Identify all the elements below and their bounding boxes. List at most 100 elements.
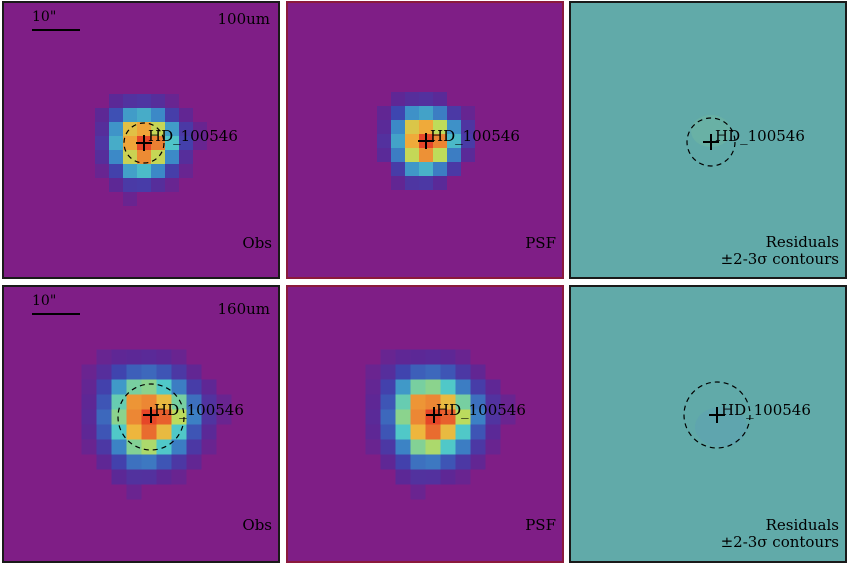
heatmap-pixel [126,379,142,395]
heatmap-pixel [447,162,461,176]
heatmap-pixel [433,106,447,120]
heatmap-pixel [179,164,193,178]
heatmap-pixel [380,424,396,440]
heatmap-pixel [126,409,142,425]
heatmap-pixel [440,394,456,410]
heatmap-pixel [81,364,97,380]
heatmap-pixel [201,424,217,440]
heatmap-pixel [419,162,433,176]
heatmap-pixel [201,394,217,410]
heatmap-pixel [455,394,471,410]
heatmap-pixel [111,394,127,410]
heatmap-pixel [470,364,486,380]
heatmap-pixel [380,364,396,380]
residual-160um-panel: HD_100546 Residuals ±2-3σ contours [569,285,847,563]
heatmap-pixel [126,364,142,380]
aperture-circle [686,117,736,167]
heatmap-pixel [380,394,396,410]
scale-bar [32,313,80,315]
heatmap-pixel [171,469,187,485]
heatmap-pixel [395,454,411,470]
heatmap-pixel [410,439,426,455]
heatmap-pixel [455,454,471,470]
heatmap-pixel [365,394,381,410]
heatmap-pixel [395,349,411,365]
band-label: 100um [217,10,270,28]
heatmap-pixel [405,134,419,148]
heatmap-pixel [447,120,461,134]
heatmap-pixel [95,150,109,164]
heatmap-pixel [109,164,123,178]
heatmap-pixel [433,176,447,190]
heatmap-pixel [186,379,202,395]
heatmap-pixel [419,92,433,106]
heatmap-pixel [455,349,471,365]
heatmap-pixel [81,424,97,440]
heatmap-pixel [377,148,391,162]
target-label: HD_100546 [430,127,520,145]
heatmap-pixel [440,439,456,455]
heatmap-pixel [156,364,172,380]
heatmap-pixel [425,454,441,470]
scale-label: 10" [32,9,57,25]
heatmap-pixel [470,379,486,395]
heatmap-pixel [165,178,179,192]
heatmap-pixel [470,439,486,455]
heatmap-pixel [485,439,501,455]
heatmap-pixel [95,122,109,136]
heatmap-pixel [171,349,187,365]
heatmap-pixel [395,409,411,425]
heatmap-pixel [151,94,165,108]
heatmap-pixel [405,106,419,120]
heatmap-pixel [425,424,441,440]
heatmap-pixel [126,484,142,500]
heatmap-pixel [141,439,157,455]
heatmap-pixel [111,379,127,395]
heatmap-pixel [123,178,137,192]
heatmap-pixel [165,136,179,150]
heatmap-pixel [419,106,433,120]
heatmap-pixel [109,122,123,136]
heatmap-pixel [165,108,179,122]
heatmap-pixel [419,120,433,134]
heatmap-pixel [461,148,475,162]
heatmap-pixel [500,394,516,410]
heatmap-pixel [216,394,232,410]
heatmap-pixel [440,364,456,380]
heatmap-pixel [391,148,405,162]
heatmap-pixel [440,409,456,425]
heatmap-pixel [419,148,433,162]
heatmap-pixel [455,364,471,380]
heatmap-pixel [440,379,456,395]
residual-100um-panel: HD_100546 Residuals ±2-3σ contours [569,1,847,279]
heatmap-pixel [395,439,411,455]
heatmap-pixel [447,134,461,148]
heatmap-pixel [95,164,109,178]
heatmap-pixel [123,164,137,178]
heatmap-pixel [111,439,127,455]
heatmap-pixel [109,136,123,150]
heatmap-pixel [405,92,419,106]
heatmap-pixel [440,424,456,440]
heatmap-pixel [216,409,232,425]
heatmap-pixel [380,379,396,395]
heatmap-pixel [111,454,127,470]
heatmap-pixel [440,454,456,470]
heatmap-pixel [391,134,405,148]
heatmap-pixel [405,120,419,134]
psf-label: PSF [525,234,556,252]
heatmap-pixel [391,106,405,120]
heatmap-pixel [419,176,433,190]
heatmap-pixel [455,379,471,395]
heatmap-pixel [391,176,405,190]
heatmap-pixel [96,394,112,410]
heatmap-pixel [137,178,151,192]
heatmap-pixel [377,120,391,134]
heatmap-pixel [151,150,165,164]
heatmap-pixel [81,409,97,425]
heatmap-pixel [141,364,157,380]
heatmap-pixel [171,394,187,410]
heatmap-pixel [137,164,151,178]
target-label: HD_100546 [715,127,805,145]
